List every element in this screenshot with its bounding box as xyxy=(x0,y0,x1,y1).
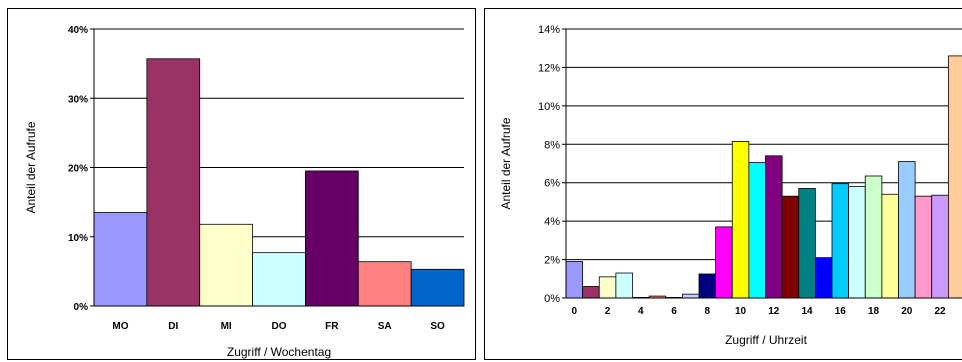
bar xyxy=(731,141,750,299)
x-tick-label: DI xyxy=(168,321,178,332)
x-tick-label: 22 xyxy=(935,306,947,317)
bar xyxy=(715,226,733,299)
x-tick-label: 18 xyxy=(868,306,880,317)
y-tick-label: 6% xyxy=(544,178,560,190)
bar xyxy=(305,170,359,307)
y-axis-title: Anteil der Aufrufe xyxy=(499,117,513,209)
bar xyxy=(864,175,883,299)
x-tick-label: FR xyxy=(325,321,339,332)
bar xyxy=(598,276,617,299)
x-tick-label: 2 xyxy=(605,306,611,317)
weekday-chart: 0% 10% 20% 30% 40% MO DI MI DO FR SA SO Zugriff / Wo… xyxy=(24,25,465,359)
y-tick-label: 14% xyxy=(538,24,560,36)
y-tick-label: 20% xyxy=(68,164,88,175)
bar xyxy=(898,161,916,299)
x-tick-label: MO xyxy=(112,321,128,332)
y-tick-label: 0% xyxy=(544,293,560,305)
x-tick-label: 8 xyxy=(705,306,711,317)
y-tick-label: 0% xyxy=(74,302,89,313)
bar xyxy=(931,194,949,299)
bar xyxy=(748,162,766,299)
weekday-chart-panel: 0% 10% 20% 30% 40% MO DI MI DO FR SA SO Zugriff / Wo… xyxy=(7,8,476,360)
bar xyxy=(781,195,800,299)
x-tick-label: 4 xyxy=(638,306,644,317)
x-tick-label: SA xyxy=(378,321,392,332)
bar xyxy=(565,261,584,299)
x-tick-label: DO xyxy=(272,321,287,332)
bar xyxy=(881,193,899,299)
bar xyxy=(798,188,816,299)
bar xyxy=(410,268,465,307)
x-tick-label: 20 xyxy=(901,306,913,317)
bar xyxy=(681,293,700,299)
hour-chart-panel: 0% 2% 4% 6% 8% 10% 12% 14% 0 2 4 6 8 10 12 14 16 18 20 22 Zu… xyxy=(484,8,962,360)
x-tick-label: MI xyxy=(221,321,232,332)
y-tick-label: 8% xyxy=(544,139,560,151)
x-tick-label: 10 xyxy=(735,306,747,317)
bar xyxy=(199,223,253,307)
bar xyxy=(93,212,148,307)
bar xyxy=(947,55,962,299)
y-tick-label: 10% xyxy=(68,233,88,244)
x-tick-label: 16 xyxy=(835,306,847,317)
hour-chart: 0% 2% 4% 6% 8% 10% 12% 14% 0 2 4 6 8 10 12 14 16 18 20 22 Zu… xyxy=(499,24,962,347)
bar xyxy=(615,272,633,299)
x-axis-title: Zugriff / Wochentag xyxy=(227,345,331,359)
bar xyxy=(582,286,600,299)
y-tick-label: 12% xyxy=(538,62,560,74)
y-tick-label: 2% xyxy=(544,255,560,267)
x-tick-label: SO xyxy=(430,321,445,332)
bar xyxy=(814,257,833,299)
x-tick-label: 12 xyxy=(768,306,780,317)
bar xyxy=(848,186,866,299)
x-tick-label: 14 xyxy=(802,306,814,317)
x-tick-label: 0 xyxy=(572,306,578,317)
bar xyxy=(357,261,412,307)
bar xyxy=(914,195,933,299)
y-tick-label: 10% xyxy=(538,101,560,113)
bar xyxy=(765,155,783,299)
y-tick-label: 30% xyxy=(68,94,88,105)
x-axis-title: Zugriff / Uhrzeit xyxy=(725,333,807,347)
x-tick-label: 6 xyxy=(671,306,677,317)
bar xyxy=(252,252,306,307)
y-axis-title: Anteil der Aufrufe xyxy=(24,121,38,213)
y-tick-label: 4% xyxy=(544,216,560,228)
y-tick-label: 40% xyxy=(68,25,88,36)
bar xyxy=(698,273,717,299)
bar xyxy=(831,183,850,299)
bar xyxy=(146,58,201,307)
